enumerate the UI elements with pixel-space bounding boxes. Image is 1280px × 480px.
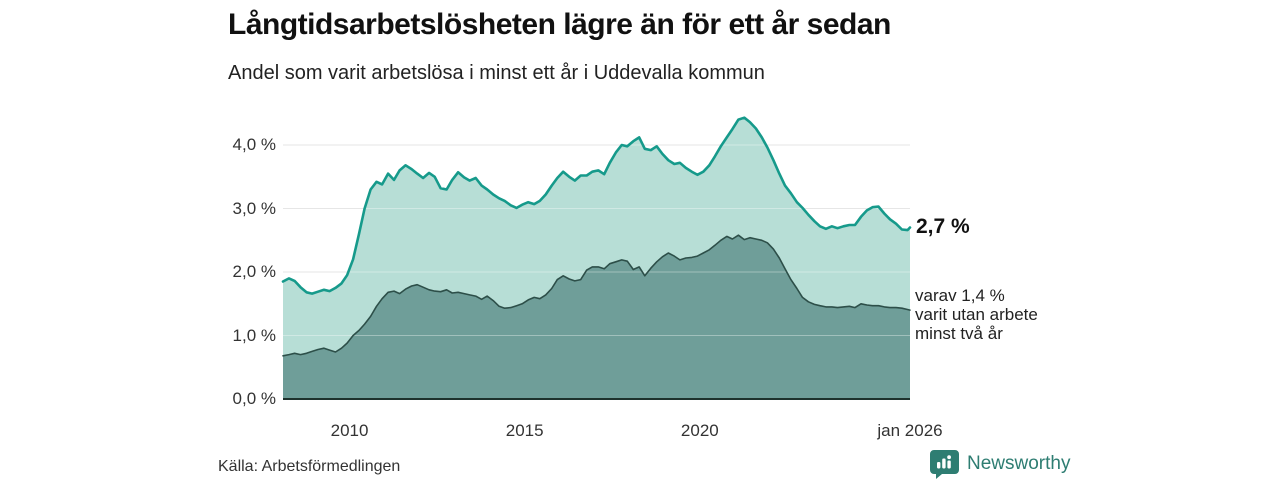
x-tick-label: 2015 <box>505 421 544 440</box>
newsworthy-brand: Newsworthy <box>930 449 1070 479</box>
newsworthy-logo-icon <box>930 450 959 479</box>
chart-title: Långtidsarbetslösheten lägre än för ett … <box>228 8 891 41</box>
brand-name: Newsworthy <box>967 453 1071 474</box>
x-tick-label: 2010 <box>330 421 369 440</box>
chart-subtitle: Andel som varit arbetslösa i minst ett å… <box>228 62 765 84</box>
y-tick-label: 2,0 % <box>232 262 276 281</box>
y-tick-label: 4,0 % <box>232 135 276 154</box>
source-note: Källa: Arbetsförmedlingen <box>218 458 401 475</box>
line-two-years <box>282 234 911 357</box>
line-total <box>281 116 912 295</box>
end-value-label: 2,7 % <box>916 215 970 238</box>
x-tick-label: 2020 <box>680 421 719 440</box>
y-tick-label: 0,0 % <box>232 389 276 408</box>
x-tick-label: jan 2026 <box>877 421 943 440</box>
y-tick-label: 1,0 % <box>232 325 276 345</box>
area-two-years <box>283 235 910 399</box>
y-tick-label: 3,0 % <box>232 198 276 218</box>
subset-annotation: varav 1,4 % varit utan arbete minst två … <box>915 286 1038 343</box>
